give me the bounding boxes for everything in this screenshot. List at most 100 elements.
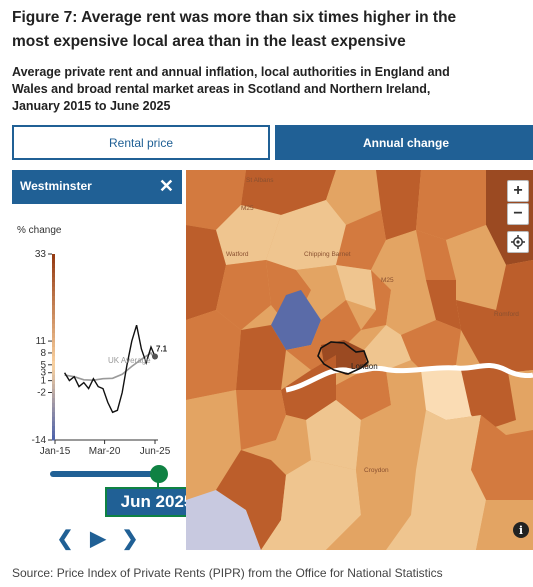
crosshair-icon [511,235,525,249]
chevron-right-icon[interactable]: ❯ [121,528,139,550]
map-region[interactable] [241,170,336,215]
map-region[interactable] [416,410,481,470]
y-axis-color-scale [52,426,55,432]
tab-annual-change[interactable]: Annual change [275,125,533,160]
map-region[interactable] [186,490,261,550]
zoom-out-button[interactable]: − [507,203,529,225]
figure-subtitle: Average private rent and annual inflatio… [12,65,450,113]
y-axis-color-scale [52,388,55,394]
westminster-outline [317,341,369,375]
current-value-label: 7.1 [156,344,168,353]
y-axis-color-scale [52,333,55,339]
zoom-in-button[interactable]: + [507,180,529,202]
map-region[interactable] [356,405,426,470]
y-axis-color-scale [52,267,55,274]
y-axis-color-scale [52,314,55,320]
date-badge-pointer [157,480,159,488]
y-axis-color-scale [52,412,55,418]
choropleth-map[interactable]: St Albans M25 Watford Chipping Barnet M2… [186,170,533,550]
play-icon[interactable]: ▶ [90,528,106,550]
y-axis-color-scale [52,393,55,399]
map-region[interactable] [326,470,416,550]
y-axis-color-scale [52,272,55,278]
map-region[interactable] [446,225,506,310]
map-place-label: Croydon [364,467,389,474]
locate-button[interactable] [507,231,529,253]
map-region[interactable] [271,415,311,475]
y-axis-color-scale [52,416,55,422]
info-icon[interactable]: i [513,522,529,538]
map-region[interactable] [286,300,361,370]
map-region[interactable] [216,260,271,330]
map-region[interactable] [186,225,226,320]
y-tick-label: 33 [35,249,47,260]
map-place-label: Chipping Barnet [304,251,351,258]
y-axis-color-scale [52,328,55,334]
map-place-label-london: London [351,362,378,371]
tab-rental-price[interactable]: Rental price [12,125,270,160]
chevron-left-icon[interactable]: ❮ [56,528,74,550]
y-axis-color-scale [52,254,55,260]
map-region[interactable] [186,390,241,500]
map-region[interactable] [296,265,346,320]
map-region[interactable] [336,368,391,420]
y-axis-color-scale [52,263,55,269]
map-region[interactable] [361,270,391,330]
y-axis-color-scale [52,402,55,408]
map-region[interactable] [386,470,486,550]
map-region[interactable] [216,450,286,550]
map-region[interactable] [386,280,436,335]
y-axis-color-scale [52,374,55,381]
y-axis-color-scale [52,398,55,404]
map-region[interactable] [306,400,361,470]
area-name: Westminster [20,179,92,193]
map-region[interactable] [236,390,286,450]
map-place-label: M25 [381,277,394,284]
x-tick-label: Mar-20 [89,446,121,457]
time-slider-track[interactable] [50,471,160,477]
map-region[interactable] [336,210,386,270]
map-region[interactable] [236,325,286,390]
x-tick-label: Jun-25 [140,446,171,457]
map-region[interactable] [281,355,336,420]
map-region[interactable] [186,310,241,400]
current-value-marker [152,353,158,360]
map-region[interactable] [376,170,421,240]
y-axis-color-scale [52,309,55,315]
map-region[interactable] [371,230,426,290]
y-tick-label: 1 [40,376,46,387]
y-axis-color-scale [52,347,55,353]
series-label-uk-average: UK Average [108,356,151,365]
y-axis-color-scale [52,323,55,329]
map-region[interactable] [456,260,533,375]
map-region[interactable] [386,370,426,410]
y-axis-color-scale [52,337,55,343]
map-region[interactable] [261,460,361,550]
y-axis-color-scale [52,360,55,367]
y-axis-color-scale [52,430,55,436]
y-axis-color-scale [52,319,55,325]
map-regions: St Albans M25 Watford Chipping Barnet M2… [186,170,533,550]
y-axis-color-scale [52,300,55,306]
map-region[interactable] [401,320,461,370]
time-slider-handle[interactable] [150,465,168,483]
map-region[interactable] [471,415,533,500]
map-region[interactable] [216,205,281,265]
y-axis-color-scale [52,286,55,292]
close-icon[interactable]: ✕ [158,176,174,196]
y-axis-color-scale [52,277,55,283]
map-region[interactable] [416,170,486,240]
map-region[interactable] [336,265,376,310]
map-region[interactable] [271,290,321,350]
y-axis-color-scale [52,356,55,362]
view-tabs: Rental price Annual change [12,125,533,161]
map-region[interactable] [426,280,461,330]
map-region[interactable] [416,230,456,280]
map-region[interactable] [266,200,346,270]
map-region[interactable] [364,325,411,370]
y-axis-color-scale [52,421,55,427]
map-region[interactable] [461,360,516,430]
map-region[interactable] [326,170,381,225]
y-axis-color-scale [52,379,55,385]
source-note: Source: Price Index of Private Rents (PI… [12,566,443,580]
